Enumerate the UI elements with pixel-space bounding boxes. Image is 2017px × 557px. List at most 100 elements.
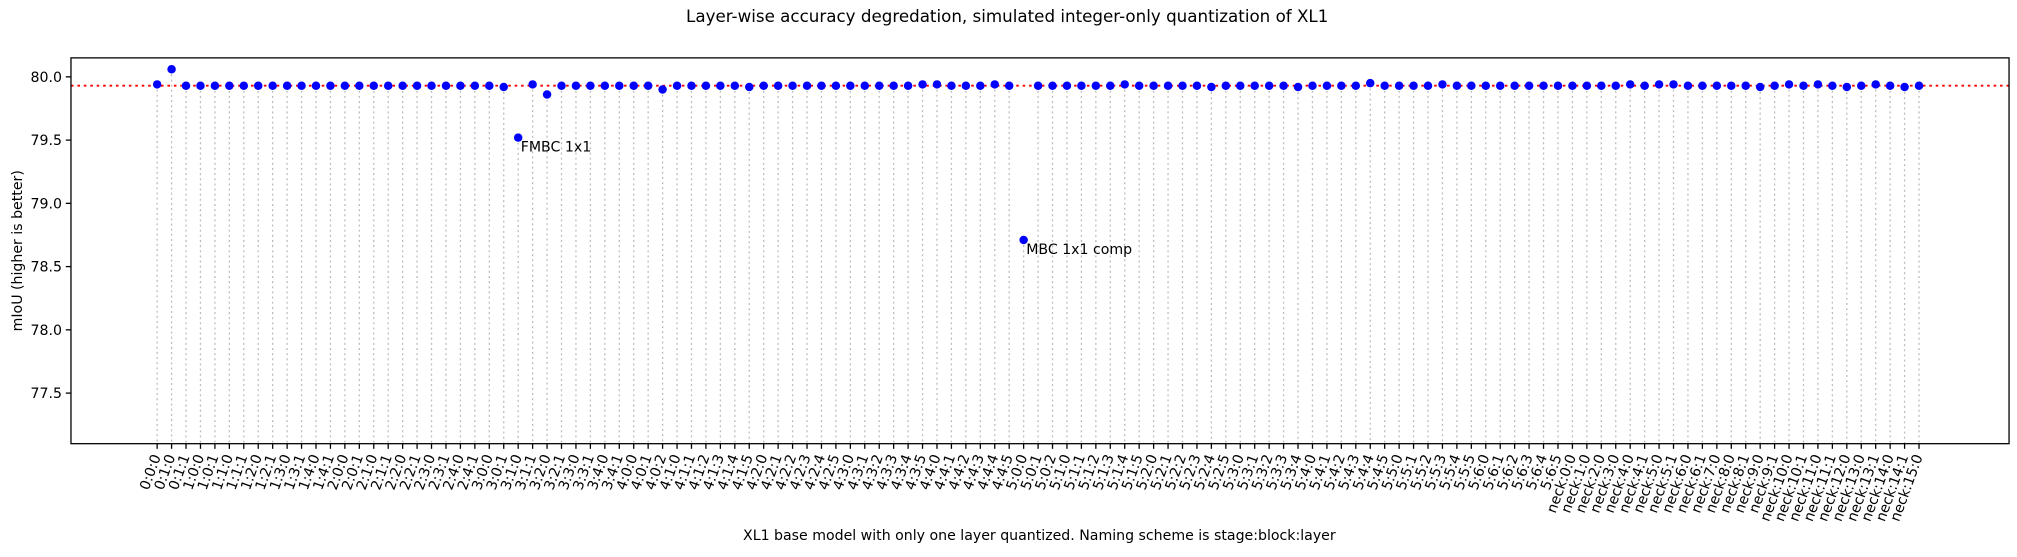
point — [947, 81, 956, 90]
point — [1712, 81, 1722, 90]
point — [701, 81, 711, 90]
point — [1192, 81, 1202, 90]
point — [903, 81, 913, 90]
point — [1467, 81, 1476, 90]
point — [181, 81, 191, 90]
point — [1120, 80, 1129, 89]
point — [499, 82, 508, 92]
point — [355, 81, 364, 90]
point — [1308, 81, 1317, 90]
point — [1900, 82, 1909, 92]
point — [282, 81, 292, 90]
point — [470, 81, 480, 90]
point — [326, 81, 335, 90]
y-tick-label: 77.5 — [31, 386, 62, 402]
point — [1207, 82, 1216, 92]
point — [1322, 81, 1332, 90]
point — [369, 81, 379, 90]
point — [1033, 81, 1043, 90]
point — [831, 81, 841, 90]
y-tick-label: 80.0 — [31, 70, 62, 86]
point — [730, 81, 740, 90]
point — [1885, 81, 1895, 90]
point — [1914, 81, 1924, 90]
point — [1279, 81, 1288, 90]
point — [1380, 81, 1389, 90]
point — [225, 81, 234, 90]
point — [152, 80, 162, 89]
point — [1871, 80, 1880, 89]
point — [1727, 81, 1736, 90]
point — [1221, 81, 1231, 90]
point — [1236, 81, 1245, 90]
point — [1019, 235, 1028, 245]
point — [1828, 81, 1837, 90]
point — [745, 82, 754, 92]
point — [716, 81, 725, 90]
point — [1813, 80, 1823, 89]
point — [1004, 81, 1014, 90]
point — [1481, 81, 1491, 90]
point — [1784, 80, 1794, 89]
annotation: MBC 1x1 comp — [1026, 242, 1132, 258]
point — [542, 90, 552, 99]
point — [196, 81, 205, 90]
point — [1163, 81, 1173, 90]
point — [1438, 80, 1447, 89]
point — [1062, 81, 1072, 90]
point — [1799, 81, 1808, 90]
point — [1351, 81, 1361, 90]
point — [1568, 81, 1577, 90]
point — [672, 81, 682, 90]
point — [860, 81, 870, 90]
point — [485, 81, 494, 90]
point — [600, 81, 610, 90]
point — [1293, 82, 1303, 92]
point — [239, 81, 249, 90]
point — [412, 81, 422, 90]
y-tick-label: 78.5 — [31, 260, 62, 276]
point — [1337, 81, 1346, 90]
point — [1394, 81, 1404, 90]
point — [1597, 81, 1606, 90]
point — [1178, 81, 1187, 90]
point — [1524, 81, 1534, 90]
point — [1611, 81, 1620, 90]
point — [817, 81, 826, 90]
point — [1654, 80, 1664, 89]
point — [210, 81, 220, 90]
point — [788, 81, 797, 90]
point — [1553, 81, 1563, 90]
point — [1495, 81, 1505, 90]
point — [398, 81, 407, 90]
point — [1365, 78, 1375, 88]
point — [658, 85, 667, 94]
point — [1582, 81, 1592, 90]
point — [1409, 81, 1418, 90]
plot-frame — [70, 57, 2010, 445]
point — [1698, 81, 1707, 90]
point — [167, 65, 176, 74]
point — [846, 81, 855, 90]
point — [687, 81, 696, 90]
point — [615, 81, 624, 90]
point — [1048, 81, 1057, 90]
point — [1510, 81, 1519, 90]
point — [629, 81, 638, 90]
point — [586, 81, 595, 90]
point — [1250, 81, 1259, 90]
y-axis-label: mIoU (higher is better) — [10, 170, 26, 331]
point — [1741, 81, 1750, 90]
point — [427, 81, 436, 90]
point — [1106, 81, 1115, 90]
point — [1539, 81, 1548, 90]
point — [874, 81, 884, 90]
point — [1640, 81, 1649, 90]
point — [571, 81, 581, 90]
y-tick-label: 79.0 — [31, 196, 62, 212]
point — [773, 81, 783, 90]
point — [1149, 81, 1158, 90]
point — [1423, 81, 1433, 90]
point — [990, 80, 999, 89]
